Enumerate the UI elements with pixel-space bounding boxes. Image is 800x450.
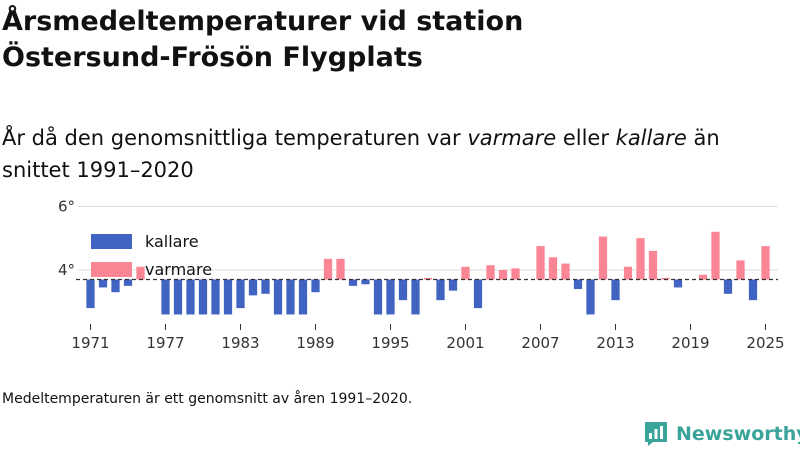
bar-1997: [411, 279, 420, 315]
legend-label-varmare: varmare: [145, 260, 212, 279]
legend-swatch-varmare: [91, 262, 132, 277]
bar-1990: [323, 258, 333, 280]
bar-2008: [548, 257, 558, 280]
title-line-1: Årsmedeltemperaturer vid station: [2, 6, 524, 37]
bar-1979: [186, 279, 195, 315]
bar-1993: [361, 279, 370, 285]
bar-1982: [223, 279, 233, 315]
bar-2004: [498, 269, 508, 280]
bar-2010: [573, 279, 583, 290]
title-line-2: Östersund-Frösön Flygplats: [2, 42, 423, 73]
brand: Newsworthy: [644, 420, 800, 448]
bar-2002: [473, 279, 483, 309]
bar-2007: [536, 246, 545, 280]
bar-1994: [373, 279, 383, 315]
bar-2024: [748, 279, 758, 301]
bar-2013: [611, 279, 620, 301]
chart-title: Årsmedeltemperaturer vid station Östersu…: [2, 4, 792, 76]
subtitle-after: än snittet 1991–2020: [2, 126, 720, 182]
subtitle-cold: kallare: [615, 126, 687, 150]
subtitle-warm: varmare: [467, 126, 557, 150]
bar-2017: [661, 277, 670, 280]
bar-1989: [311, 279, 320, 293]
x-tick-label: 1977: [146, 334, 184, 352]
bar-2000: [448, 279, 458, 291]
legend-label-kallare: kallare: [145, 232, 199, 251]
bar-1996: [398, 279, 408, 301]
chart-subtitle: År då den genomsnittliga temperaturen va…: [2, 122, 792, 186]
bar-2003: [486, 265, 495, 280]
bar-2021: [711, 231, 720, 280]
bar-1980: [198, 279, 208, 315]
bar-2025: [761, 246, 770, 280]
bar-1983: [236, 279, 245, 309]
bar-1995: [386, 279, 395, 315]
subtitle-middle: eller: [556, 126, 616, 150]
bar-2015: [636, 238, 645, 280]
y-tick-label: 6°: [58, 200, 75, 215]
footnote: Medeltemperaturen är ett genomsnitt av å…: [2, 391, 413, 407]
bar-1981: [211, 279, 220, 315]
bar-1978: [173, 279, 183, 315]
bar-chart: 4° 6° 1971 1977 1983 1989 1995 2001 2007 2013 2019…: [58, 200, 785, 352]
y-tick-label: 4°: [58, 261, 75, 279]
legend-swatch-kallare: [91, 234, 132, 249]
bar-2018: [673, 279, 683, 288]
bar-2011: [586, 279, 595, 315]
x-tick-label: 2013: [596, 334, 634, 352]
bar-2014: [623, 266, 633, 280]
bar-1975: [136, 266, 145, 280]
bar-1977: [161, 279, 170, 315]
bar-1998: [423, 277, 433, 280]
bar-2023: [736, 260, 745, 280]
newsworthy-logo-icon: [645, 422, 667, 446]
bar-2009: [561, 263, 570, 280]
x-tick-label: 1995: [371, 334, 409, 352]
x-tick-label: 1983: [221, 334, 259, 352]
x-tick-label: 1971: [71, 334, 109, 352]
x-tick-label: 2001: [446, 334, 484, 352]
bar-1987: [286, 279, 295, 315]
x-tick-label: 2025: [746, 334, 784, 352]
bar-1974: [123, 279, 133, 286]
bar-1992: [348, 279, 358, 286]
bar-2012: [598, 236, 608, 280]
brand-name: Newsworthy: [676, 423, 800, 445]
x-tick-label: 2007: [521, 334, 559, 352]
bar-1984: [248, 279, 258, 296]
bar-2022: [723, 279, 733, 294]
bar-1973: [111, 279, 120, 293]
bar-2005: [511, 268, 520, 280]
bar-1985: [261, 279, 270, 294]
subtitle-before: År då den genomsnittliga temperaturen va…: [2, 126, 468, 150]
bar-2020: [698, 274, 708, 280]
bar-1971: [86, 279, 95, 309]
bar-1972: [98, 279, 108, 288]
bar-1999: [436, 279, 445, 301]
bar-2001: [461, 266, 470, 280]
bar-1991: [336, 258, 345, 280]
x-tick-label: 2019: [671, 334, 709, 352]
bar-1986: [273, 279, 283, 315]
bar-2016: [648, 250, 658, 280]
x-tick-label: 1989: [296, 334, 334, 352]
bar-1988: [298, 279, 308, 315]
